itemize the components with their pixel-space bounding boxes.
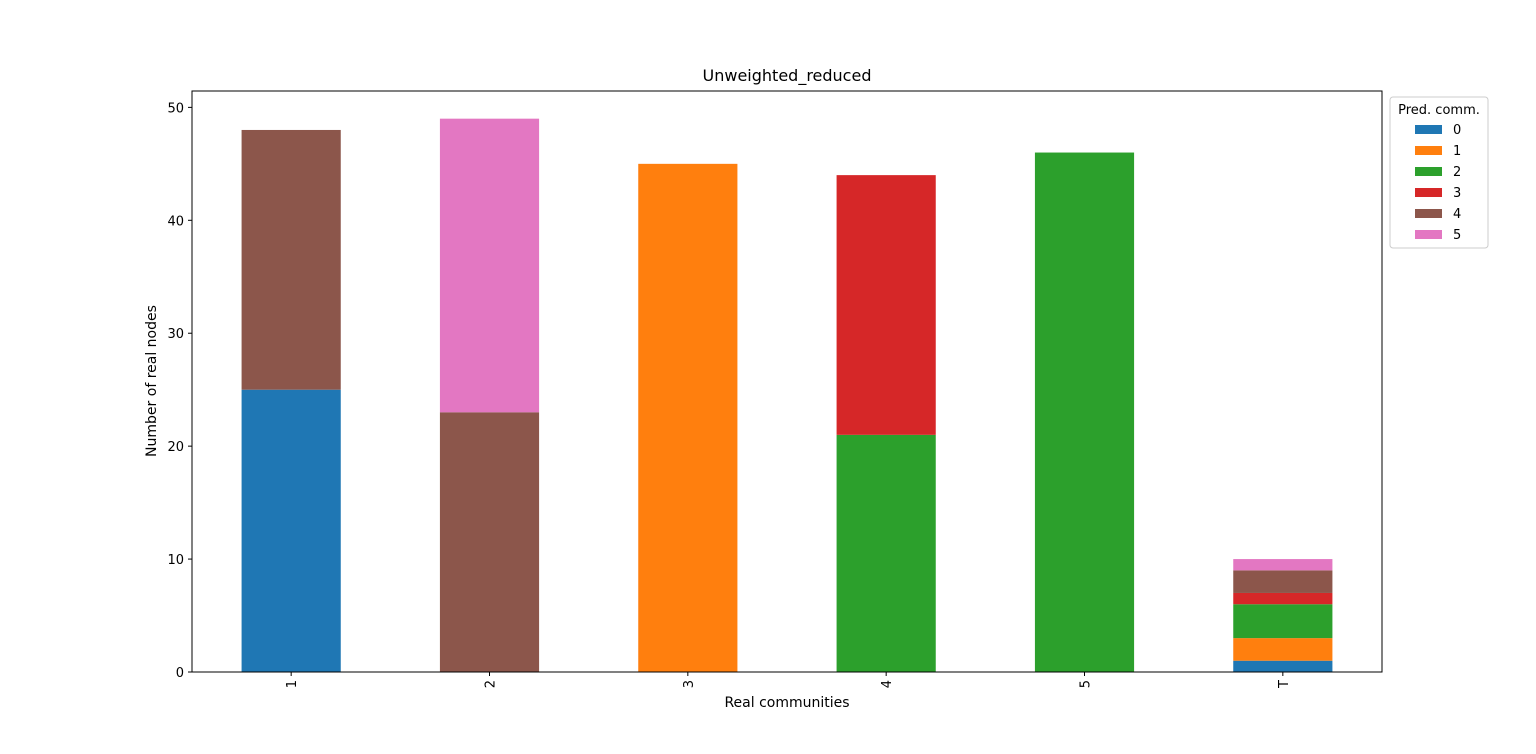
bar-segment-cat-4-series-3 xyxy=(836,175,936,435)
legend-title: Pred. comm. xyxy=(1398,103,1480,118)
y-tick-label: 20 xyxy=(167,440,184,455)
plot-area-frame xyxy=(191,90,1383,673)
x-tick-label: 3 xyxy=(682,680,697,688)
legend: Pred. comm. 0 1 2 3 4 5 xyxy=(1389,96,1489,249)
x-tick-label: T xyxy=(1277,680,1292,689)
bar-segment-cat-2-series-5 xyxy=(439,118,540,413)
y-tick-label: 0 xyxy=(176,666,184,681)
legend-swatch-5 xyxy=(1415,230,1442,239)
bar-segment-cat-T-series-1 xyxy=(1233,638,1333,661)
bar-segment-cat-1-series-0 xyxy=(241,389,341,672)
chart-title: Unweighted_reduced xyxy=(703,66,872,86)
bar-segment-cat-T-series-4 xyxy=(1233,570,1333,593)
x-tick-label: 5 xyxy=(1079,680,1094,688)
legend-swatch-2 xyxy=(1415,167,1442,176)
x-tick-label: 2 xyxy=(484,680,499,688)
legend-swatch-3 xyxy=(1415,188,1442,197)
bar-segment-cat-5-series-2 xyxy=(1034,152,1135,673)
legend-swatch-4 xyxy=(1415,209,1442,218)
legend-label-1: 1 xyxy=(1453,144,1461,159)
x-axis: 1 2 3 4 5 T xyxy=(285,672,1292,689)
bars-group xyxy=(241,118,1333,673)
x-tick-label: 4 xyxy=(880,680,895,688)
bar-segment-cat-T-series-3 xyxy=(1233,592,1333,605)
bar-segment-cat-T-series-5 xyxy=(1233,559,1333,571)
legend-label-0: 0 xyxy=(1453,123,1461,138)
legend-swatch-1 xyxy=(1415,146,1442,155)
legend-label-4: 4 xyxy=(1453,207,1461,222)
legend-label-2: 2 xyxy=(1453,165,1461,180)
bar-segment-cat-3-series-1 xyxy=(638,163,738,672)
x-axis-title: Real communities xyxy=(724,695,849,711)
legend-label-3: 3 xyxy=(1453,186,1461,201)
legend-swatch-0 xyxy=(1415,125,1442,134)
bar-segment-cat-T-series-2 xyxy=(1233,604,1333,639)
bar-segment-cat-T-series-0 xyxy=(1233,660,1333,672)
x-tick-label: 1 xyxy=(285,680,300,688)
y-tick-label: 40 xyxy=(167,214,184,229)
bar-segment-cat-4-series-2 xyxy=(836,434,936,672)
y-axis-title: Number of real nodes xyxy=(144,305,160,457)
legend-label-5: 5 xyxy=(1453,228,1461,243)
bar-segment-cat-1-series-4 xyxy=(241,129,341,390)
y-axis: 0 10 20 30 40 50 xyxy=(167,101,192,681)
y-tick-label: 30 xyxy=(167,327,184,342)
legend-items: 0 1 2 3 4 5 xyxy=(1415,123,1461,243)
bar-segment-cat-2-series-4 xyxy=(439,412,540,672)
y-tick-label: 10 xyxy=(167,553,184,568)
y-tick-label: 50 xyxy=(167,101,184,116)
